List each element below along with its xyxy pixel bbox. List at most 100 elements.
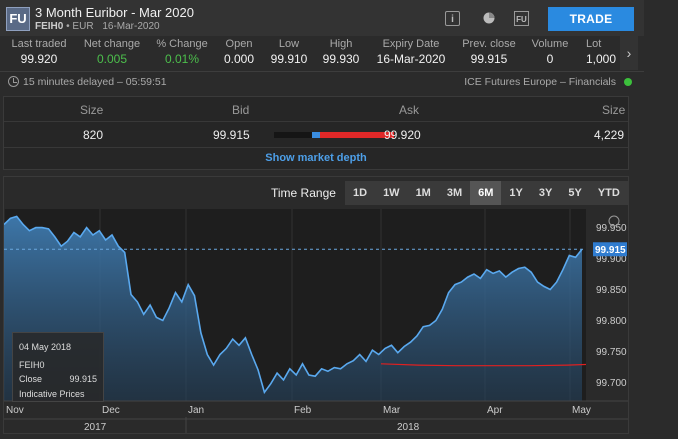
x-tick-label: Nov (6, 405, 24, 416)
y-tick-label: 99.850 (596, 285, 627, 296)
depth-bid-price: 99.915 (213, 128, 250, 142)
stat-high: High 99.930 (318, 38, 364, 66)
year-label: 2018 (397, 422, 420, 433)
range-button-1w[interactable]: 1W (375, 181, 408, 205)
tooltip-close-label: Close (19, 374, 43, 384)
stat-label: % Change (156, 38, 208, 50)
bar-segment-ask (320, 132, 394, 138)
range-button-6m[interactable]: 6M (470, 181, 502, 205)
stat-value: 0.01% (164, 52, 200, 66)
stat-label: Open (225, 38, 253, 50)
tooltip-symbol: FEIH0 (19, 360, 45, 370)
stat-volume: Volume 0 (528, 38, 572, 66)
stat-value: 16-Mar-2020 (376, 52, 446, 66)
instrument-code: FEIH0 (35, 21, 64, 32)
stat-value: 99.920 (20, 52, 58, 66)
stats-scroll-right-icon[interactable]: › (620, 36, 638, 70)
trade-button[interactable]: TRADE (548, 7, 634, 31)
depth-divider (4, 121, 628, 122)
stat-percent-change: % Change 0.01% (153, 38, 211, 66)
range-button-5y[interactable]: 5Y (560, 181, 589, 205)
time-range-label: Time Range (271, 186, 336, 200)
instrument-currency: EUR (72, 21, 94, 32)
separator-dot: • (66, 21, 70, 32)
x-tick-label: May (572, 405, 591, 416)
depth-bid-size: 820 (83, 128, 104, 142)
stat-value: 99.910 (270, 52, 308, 66)
delay-status: 15 minutes delayed – 05:59:51 (23, 76, 167, 88)
show-market-depth-link[interactable]: Show market depth (265, 152, 367, 164)
y-tick-label: 99.800 (596, 316, 627, 327)
range-button-1y[interactable]: 1Y (501, 181, 530, 205)
last-price-label: 99.915 (595, 245, 626, 256)
time-range-selector: 1D 1W 1M 3M 6M 1Y 3Y 5Y YTD (345, 181, 628, 205)
stat-label: Low (278, 38, 300, 50)
stat-value: 0.000 (223, 52, 255, 66)
depth-ask-size: 4,229 (594, 128, 625, 142)
instrument-title: 3 Month Euribor - Mar 2020 (35, 5, 194, 20)
stat-label: Lot (586, 38, 602, 50)
x-tick-label: Mar (383, 405, 401, 416)
stat-value: 1,000 (586, 52, 617, 66)
range-button-1m[interactable]: 1M (408, 181, 439, 205)
stat-label: Prev. close (462, 38, 516, 50)
range-button-1d[interactable]: 1D (345, 181, 375, 205)
chart-tooltip: 04 May 2018 FEIH0 Close 99.915 Indicativ… (12, 332, 104, 402)
depth-header-size-ask: Size (602, 103, 626, 117)
instrument-type-icon[interactable]: FU (514, 11, 529, 26)
x-tick-label: Apr (487, 405, 503, 416)
status-dot-icon (624, 78, 632, 86)
tooltip-close-value: 99.915 (69, 374, 97, 384)
chart-panel: Time Range 1D 1W 1M 3M 6M 1Y 3Y 5Y YTD 99.950 99.… (3, 176, 629, 434)
range-button-3y[interactable]: 3Y (531, 181, 560, 205)
y-tick-label: 99.950 (596, 223, 627, 234)
stat-value: 0 (546, 52, 554, 66)
stat-label: High (329, 38, 353, 50)
stat-label: Volume (531, 38, 569, 50)
stat-value: 99.930 (322, 52, 360, 66)
clock-icon (8, 76, 19, 87)
depth-ask-price: 99.920 (384, 128, 421, 142)
instrument-subtitle: FEIH0 • EUR 16-Mar-2020 (35, 21, 160, 32)
bid-ask-bar (274, 132, 394, 138)
stat-prev-close: Prev. close 99.915 (458, 38, 520, 66)
stat-net-change: Net change 0.005 (78, 38, 146, 66)
info-icon[interactable]: i (445, 11, 460, 26)
depth-divider (4, 147, 628, 148)
stats-bar: Last traded 99.920 Net change 0.005 % Ch… (0, 36, 620, 70)
depth-header-bid: Bid (232, 103, 250, 117)
depth-header-size-bid: Size (80, 103, 104, 117)
chart-clock-icon[interactable] (608, 215, 620, 227)
last-price-badge (593, 242, 627, 257)
instrument-expiry: 16-Mar-2020 (102, 21, 160, 32)
y-axis-background (586, 209, 628, 401)
instrument-logo: FU (6, 7, 30, 31)
stat-label: Expiry Date (382, 38, 440, 50)
y-tick-label: 99.900 (596, 254, 627, 265)
alert-icon[interactable] (482, 11, 497, 26)
stat-open: Open 0.000 (218, 38, 260, 66)
stat-lot: Lot 1,000 (586, 38, 620, 66)
stat-label: Net change (83, 38, 141, 50)
year-label: 2017 (84, 422, 107, 433)
bar-segment-dark (274, 132, 312, 138)
range-button-3m[interactable]: 3M (439, 181, 470, 205)
tooltip-note: Indicative Prices (19, 389, 85, 399)
depth-header-ask: Ask (399, 103, 420, 117)
y-tick-label: 99.700 (596, 378, 627, 389)
stat-value: 0.005 (96, 52, 128, 66)
stat-low: Low 99.910 (266, 38, 312, 66)
x-tick-label: Dec (102, 405, 120, 416)
exchange-name: ICE Futures Europe – Financials (464, 76, 616, 88)
price-line (4, 215, 583, 395)
header: FU 3 Month Euribor - Mar 2020 FEIH0 • EU… (0, 0, 644, 36)
delay-row: 15 minutes delayed – 05:59:51 ICE Future… (0, 71, 644, 91)
price-area (4, 216, 582, 401)
bar-segment-bid (312, 132, 320, 138)
stat-last-traded: Last traded 99.920 (8, 38, 70, 66)
x-tick-label: Feb (294, 405, 312, 416)
range-button-ytd[interactable]: YTD (590, 181, 628, 205)
stat-label: Last traded (11, 38, 67, 50)
stat-expiry-date: Expiry Date 16-Mar-2020 (373, 38, 449, 66)
